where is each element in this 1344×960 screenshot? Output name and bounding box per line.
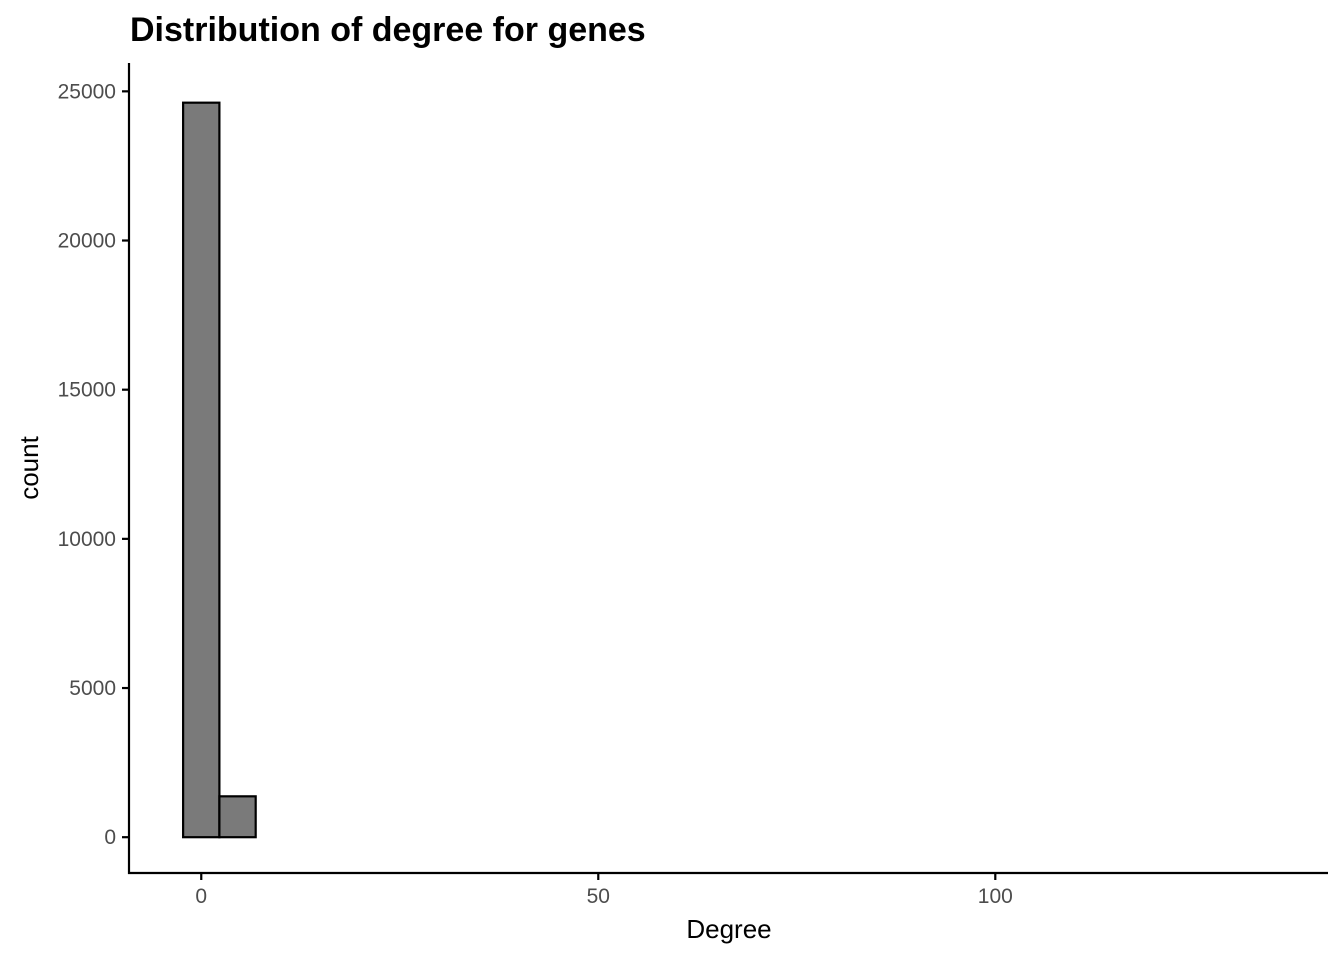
histogram-bar [182, 101, 221, 839]
y-axis-title: count [14, 435, 44, 499]
y-ticks-group: 0 5000 10000 15000 20000 25000 [58, 80, 129, 849]
y-tick-label: 10000 [58, 528, 116, 551]
y-tick-label: 0 [104, 826, 116, 849]
y-tick-label: 5000 [69, 677, 116, 700]
histogram-bar [218, 795, 257, 839]
x-tick-label: 100 [978, 885, 1013, 908]
y-tick-label: 25000 [58, 80, 116, 103]
x-ticks-group: 0 50 100 [195, 873, 1013, 908]
x-tick-label: 50 [587, 885, 610, 908]
bars-group [182, 101, 257, 839]
x-tick-label: 0 [195, 885, 207, 908]
y-tick-label: 20000 [58, 230, 116, 253]
x-axis-title: Degree [686, 914, 771, 944]
chart-title: Distribution of degree for genes [130, 11, 646, 49]
y-tick-label: 15000 [58, 379, 116, 402]
